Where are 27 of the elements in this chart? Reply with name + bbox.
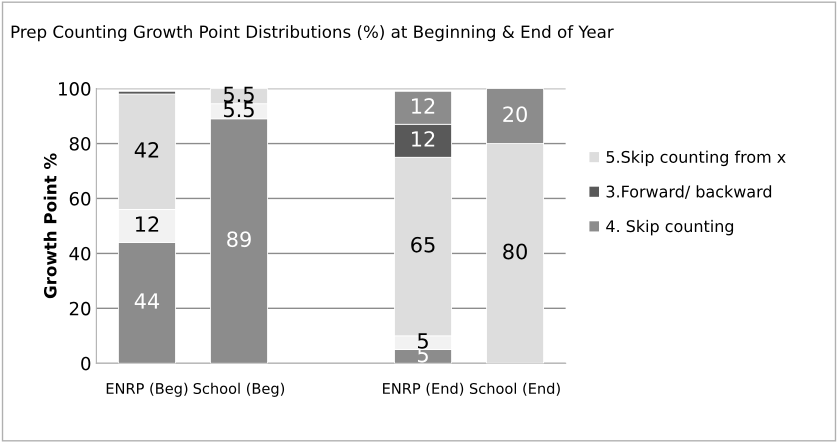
data-label: 5.5 [224,102,254,118]
data-label: 20 [503,106,527,122]
y-tick-label: 60 [70,192,90,206]
y-tick-label: 100 [59,82,90,96]
legend-label: 3.Forward/ backward [606,185,772,199]
data-label: 65 [411,236,434,253]
x-tick-label: School (End) [470,382,560,396]
y-tick-label: 80 [70,136,90,151]
x-tick-label: School (Beg) [194,382,284,397]
y-axis-title: Growth Point % [44,153,57,298]
data-label: 44 [134,293,160,309]
data-label: 5 [418,333,428,349]
data-label: 5.5 [224,86,254,102]
y-tick-label: 0 [81,356,90,370]
legend-label: 5.Skip counting from x [606,150,786,166]
data-label: 42 [134,142,158,158]
data-label: 89 [227,231,251,248]
legend-label: 4. Skip counting [606,220,734,236]
chart-title: Prep Counting Growth Point Distributions (%) at Beginning & End of Year [12,25,614,42]
data-label: 80 [503,244,527,260]
y-tick-label: 40 [69,246,90,261]
x-tick-label: ENRP (Beg) [106,382,188,397]
data-label: 12 [412,98,434,114]
y-tick-label: 20 [70,302,90,316]
x-tick-label: ENRP (End) [383,382,464,396]
data-label: 12 [412,131,434,147]
data-label: 12 [136,216,158,232]
